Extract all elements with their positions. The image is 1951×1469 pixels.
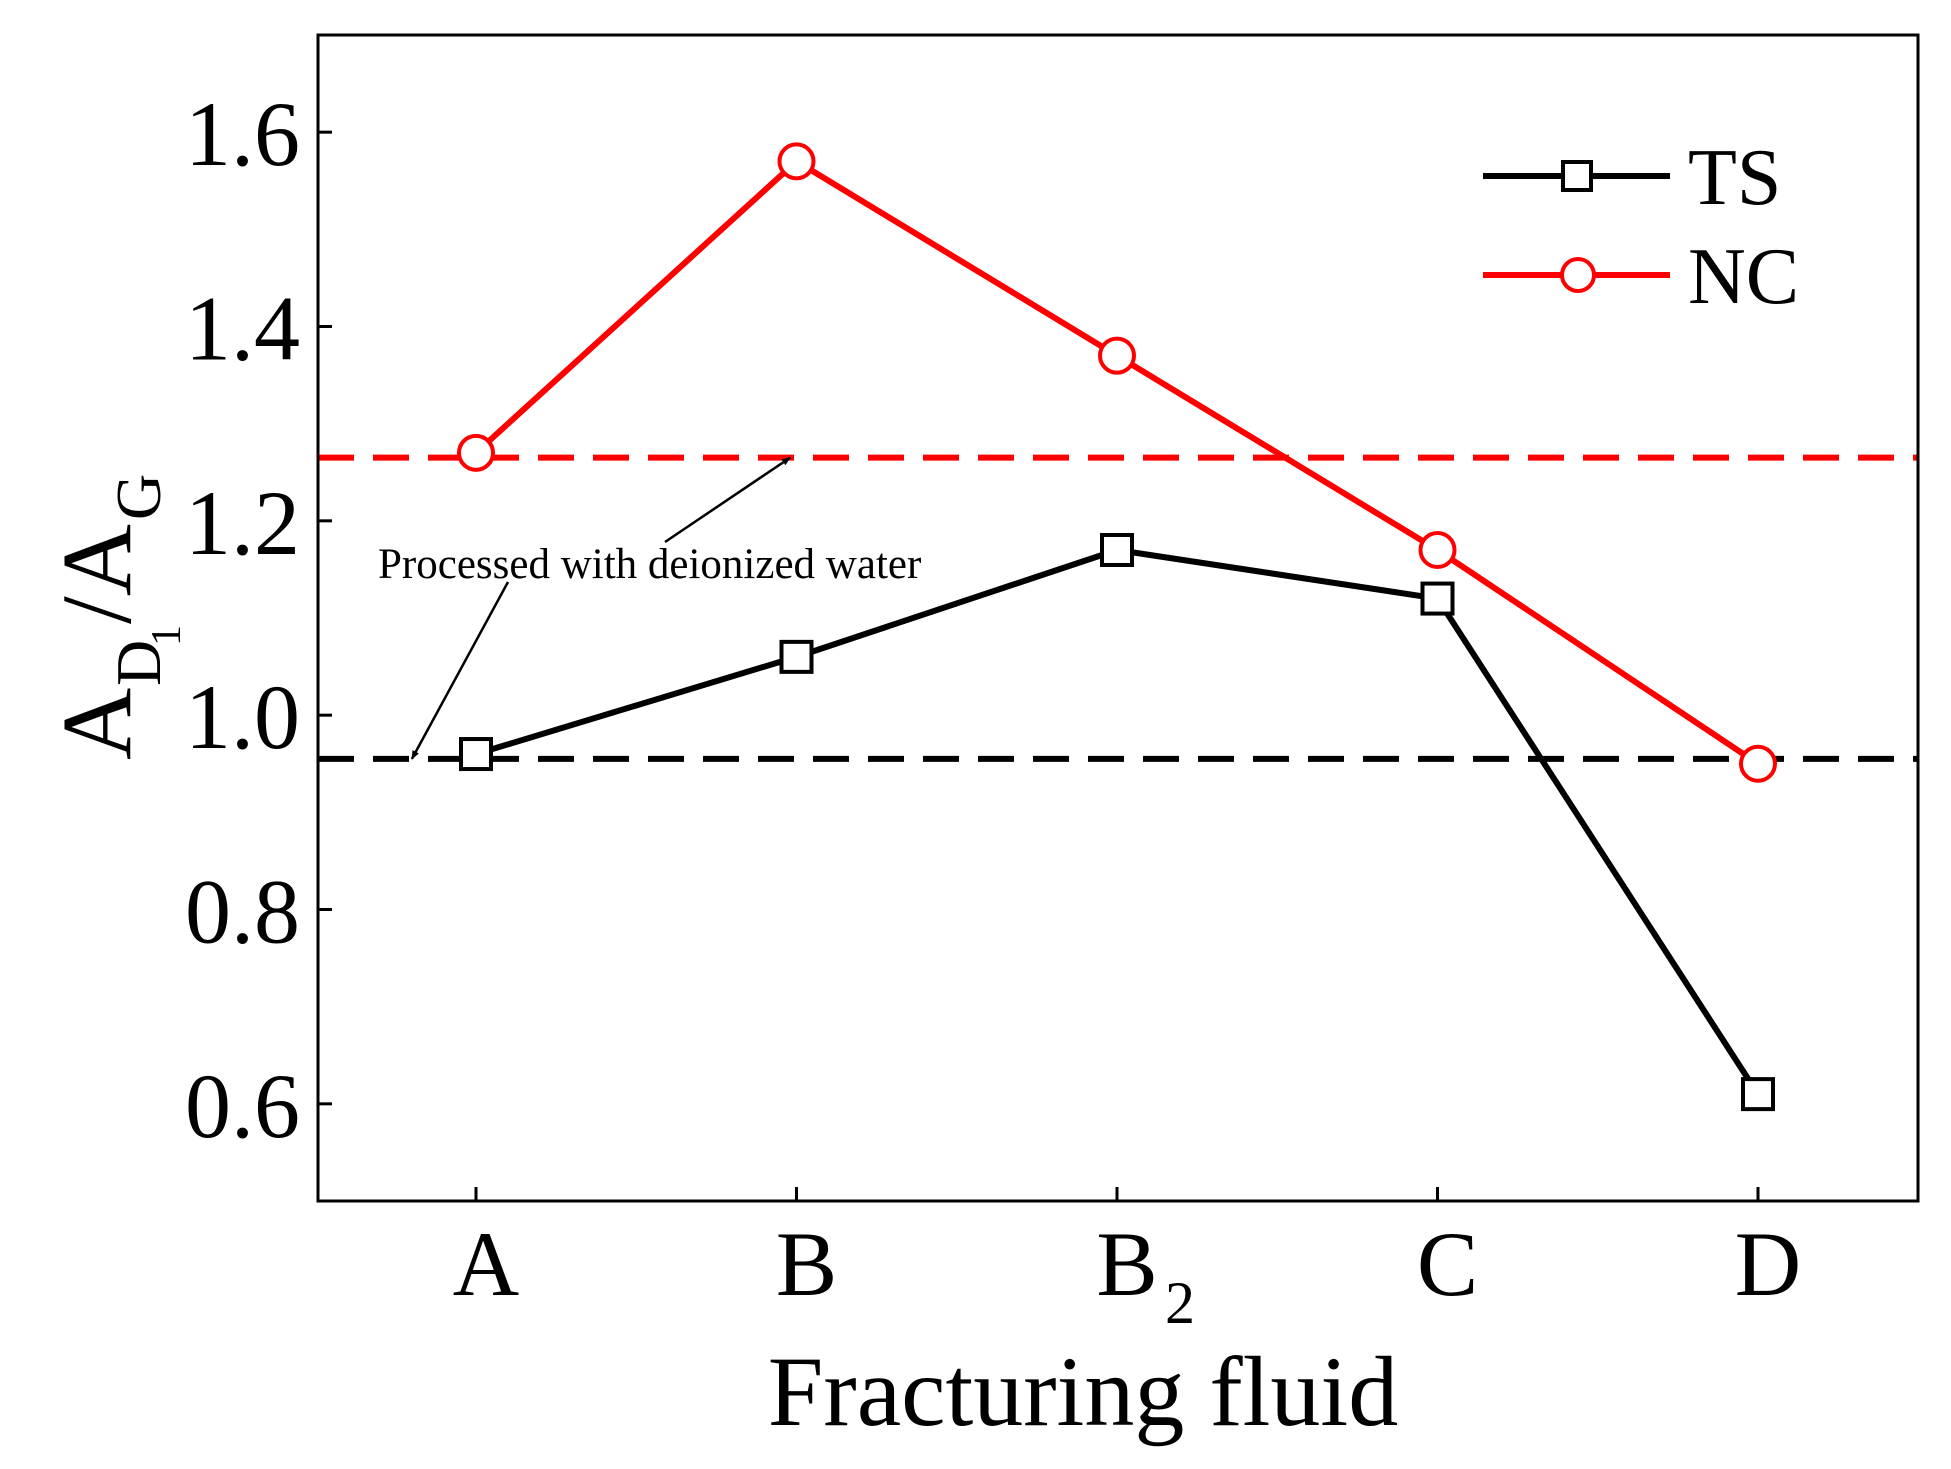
point-nc-3 bbox=[1418, 530, 1457, 569]
y-axis-title-base: A bbox=[41, 688, 152, 760]
x-tick-label-0: A bbox=[453, 1213, 519, 1315]
y-axis-title: AD1/AG bbox=[41, 474, 190, 760]
y-tick-label-4: 1.4 bbox=[185, 278, 300, 380]
series-layer bbox=[457, 142, 1777, 1112]
y-axis-title-sub2: G bbox=[103, 474, 174, 520]
x-tick-label-4: D bbox=[1735, 1213, 1801, 1315]
y-axis-title-sub1: D bbox=[103, 640, 174, 686]
point-ts-1 bbox=[779, 639, 814, 674]
plot-frame bbox=[316, 33, 1920, 1203]
annotation-layer: Processed with deionized water bbox=[378, 456, 921, 760]
legend-label-nc: NC bbox=[1688, 233, 1799, 321]
point-nc-2 bbox=[1098, 336, 1136, 375]
annotation-arrow-1 bbox=[410, 581, 510, 760]
point-ts-3 bbox=[1420, 581, 1455, 616]
reference-lines bbox=[318, 454, 1918, 762]
x-tick-label-subscript-2: 2 bbox=[1165, 1270, 1195, 1336]
annotation-text: Processed with deionized water bbox=[378, 541, 921, 588]
y-axis-title-sub1-sub: 1 bbox=[144, 625, 190, 646]
y-axis-title-sep: /A bbox=[41, 524, 152, 624]
point-nc-4 bbox=[1739, 744, 1777, 783]
legend-label-ts: TS bbox=[1688, 134, 1781, 222]
legend: TS NC bbox=[1483, 134, 1799, 321]
point-nc-0 bbox=[457, 433, 495, 472]
y-tick-label-1: 0.8 bbox=[185, 861, 300, 963]
point-ts-0 bbox=[459, 737, 493, 772]
point-nc-1 bbox=[777, 142, 816, 181]
legend-marker-nc bbox=[1560, 257, 1596, 293]
y-tick-label-5: 1.6 bbox=[185, 83, 300, 185]
series-line-ts bbox=[475, 546, 1761, 1096]
point-ts-2 bbox=[1100, 532, 1134, 567]
series-line-nc bbox=[473, 158, 1760, 767]
legend-marker-ts bbox=[1561, 160, 1593, 192]
annotation-arrow-0 bbox=[664, 456, 791, 544]
point-ts-4 bbox=[1741, 1077, 1775, 1112]
x-axis-title: Fracturing fluid bbox=[768, 1336, 1398, 1447]
x-tick-label-1: B bbox=[776, 1213, 837, 1315]
y-tick-label-2: 1.0 bbox=[185, 666, 300, 768]
x-tick-label-2: B bbox=[1096, 1213, 1157, 1315]
x-tick-label-3: C bbox=[1417, 1213, 1478, 1315]
y-tick-label-0: 0.6 bbox=[185, 1055, 300, 1157]
y-tick-label-3: 1.2 bbox=[185, 472, 300, 574]
